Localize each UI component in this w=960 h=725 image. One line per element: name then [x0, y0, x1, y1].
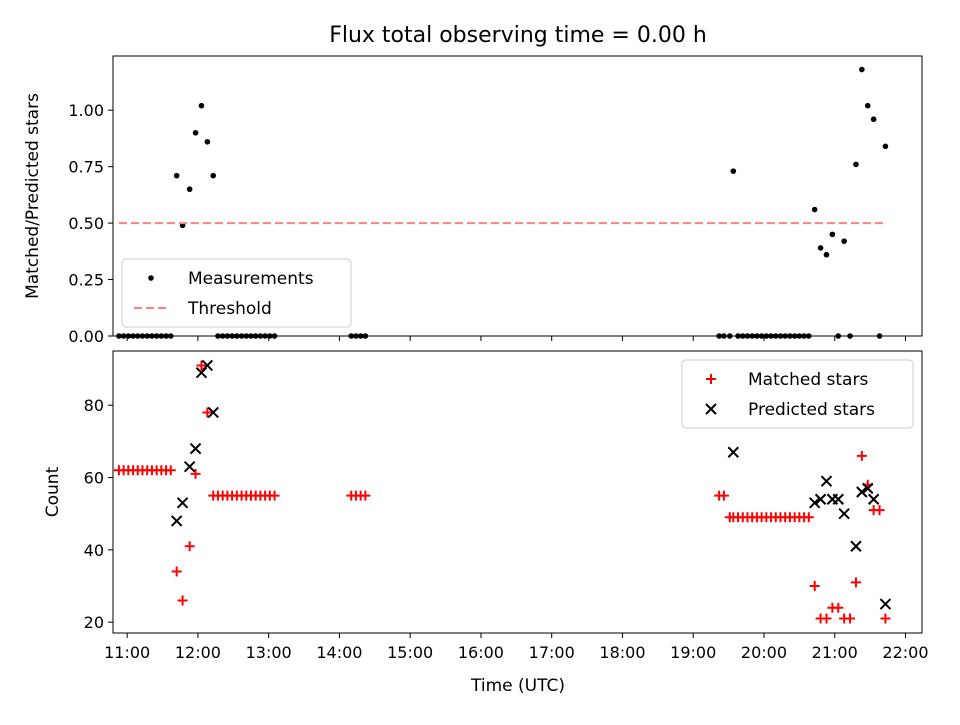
predicted-stars-point: [207, 406, 219, 419]
bottom-y-tick-label: 60: [84, 469, 104, 488]
matched-stars-point: [360, 490, 371, 501]
matched-stars-point: [202, 407, 213, 418]
measurement-point: [186, 186, 193, 193]
predicted-stars-point: [862, 482, 874, 495]
matched-stars-point: [880, 613, 891, 624]
measurement-point: [811, 206, 818, 213]
predicted-stars-point: [183, 460, 196, 473]
measurement-point: [730, 168, 737, 174]
measurement-point: [882, 143, 889, 150]
matched-stars-point: [171, 566, 182, 577]
bottom-legend-box: [681, 359, 914, 429]
matched-stars-point: [177, 595, 188, 606]
matched-stars-point: [809, 581, 820, 591]
measurement-point: [829, 231, 836, 238]
x-tick-label: 22:00: [882, 643, 928, 662]
legend-label: Matched stars: [748, 370, 868, 390]
x-tick-label: 14:00: [316, 643, 362, 662]
x-tick-label: 19:00: [670, 643, 716, 662]
predicted-stars-point: [814, 493, 827, 505]
matched-stars-point: [874, 505, 885, 516]
measurement-point: [817, 245, 824, 251]
predicted-stars-point: [879, 598, 892, 610]
measurement-point: [204, 139, 211, 145]
matched-stars-point: [190, 468, 201, 479]
predicted-stars-point: [838, 507, 850, 520]
predicted-stars-point: [176, 497, 189, 509]
matched-stars-point: [165, 465, 176, 476]
measurement-point: [859, 66, 865, 73]
x-tick-label: 11:00: [104, 643, 150, 662]
bottom-panel: 20 40 60 80 11:00 12:00 13:00 14:00 15:00 16:00 17…: [84, 350, 929, 662]
predicted-stars-point: [850, 540, 862, 552]
predicted-stars-point: [820, 475, 833, 487]
top-y-tick-label: 0.75: [68, 158, 104, 177]
top-y-tick-label: 0.25: [68, 271, 104, 290]
predicted-stars-point: [170, 515, 183, 527]
x-tick-label: 12:00: [175, 643, 221, 662]
chart-title: Flux total observing time = 0.00 h: [329, 23, 707, 48]
matched-stars-point: [196, 360, 207, 371]
predicted-stars-point: [727, 446, 740, 458]
matched-stars-point: [833, 602, 844, 613]
x-tick-label: 21:00: [812, 643, 858, 662]
top-y-axis-label: Matched/Predicted stars: [23, 93, 43, 299]
measurement-point: [870, 116, 877, 123]
legend-label: Threshold: [187, 299, 272, 319]
legend-matched-marker: [706, 374, 716, 384]
bottom-y-axis-label: Count: [43, 466, 63, 517]
x-tick-label: 15:00: [387, 643, 433, 662]
top-axes-frame: [112, 55, 923, 337]
x-tick-label: 17:00: [529, 643, 575, 662]
matched-stars-point: [845, 613, 856, 624]
predicted-stars-point: [808, 497, 821, 509]
top-legend-box: [121, 258, 352, 328]
legend-predicted-marker: [705, 403, 717, 415]
measurement-point: [173, 172, 180, 179]
measurement-point: [841, 238, 847, 244]
bottom-axes-frame: [112, 350, 923, 634]
predicted-stars-point: [856, 486, 868, 498]
matched-stars-point: [803, 512, 814, 523]
predicted-stars-point: [832, 493, 844, 505]
measurement-point: [192, 129, 199, 136]
predicted-stars-point: [201, 359, 214, 372]
measurement-point: [198, 102, 205, 109]
measurement-point: [823, 251, 830, 258]
top-legend: Measurements Threshold: [121, 258, 352, 328]
matched-stars-point: [850, 577, 861, 588]
matched-stars-point: [856, 450, 867, 461]
legend-label: Measurements: [188, 269, 314, 289]
matched-stars-point: [821, 613, 832, 624]
x-tick-label: 20:00: [741, 643, 787, 662]
legend-measurements-marker: [148, 275, 154, 281]
x-tick-label: 13:00: [246, 643, 292, 662]
predicted-stars-point: [867, 493, 880, 505]
measurement-point: [210, 172, 217, 179]
top-y-tick-label: 1.00: [68, 101, 104, 120]
measurement-point: [853, 161, 859, 168]
matched-stars-point: [718, 490, 729, 501]
legend-label: Predicted stars: [748, 400, 875, 420]
top-y-tick-label: 0.00: [68, 327, 104, 346]
bottom-y-tick-label: 80: [84, 396, 104, 415]
bottom-y-tick-label: 40: [84, 541, 104, 560]
bottom-y-tick-label: 20: [84, 613, 104, 632]
x-axis-label: Time (UTC): [470, 676, 565, 696]
top-panel: 0.00 0.25 0.50 0.75 1.00 Measurements Threshol…: [68, 55, 923, 346]
matched-stars-point: [184, 541, 195, 552]
predicted-stars-point: [189, 442, 202, 455]
matched-stars-point: [269, 490, 280, 501]
x-tick-label: 16:00: [458, 643, 504, 662]
top-y-tick-label: 0.50: [68, 214, 104, 233]
bottom-legend: Matched stars Predicted stars: [681, 359, 914, 429]
measurement-point: [864, 102, 871, 109]
x-tick-label: 18:00: [599, 643, 645, 662]
